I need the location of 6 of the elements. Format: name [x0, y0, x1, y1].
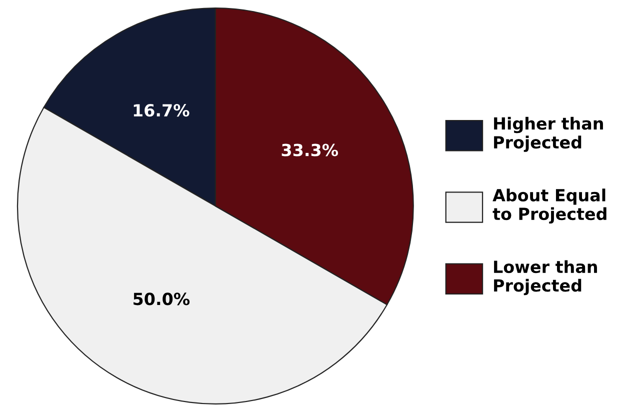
data-label: 50.0%: [134, 292, 190, 306]
legend-label: Higher than Projected: [494, 116, 603, 152]
legend-label: Lower than Projected: [494, 260, 597, 296]
legend-label: About Equal to Projected: [492, 188, 606, 224]
data-label: 16.7%: [134, 104, 190, 117]
data-label: 33.3%: [282, 144, 338, 156]
